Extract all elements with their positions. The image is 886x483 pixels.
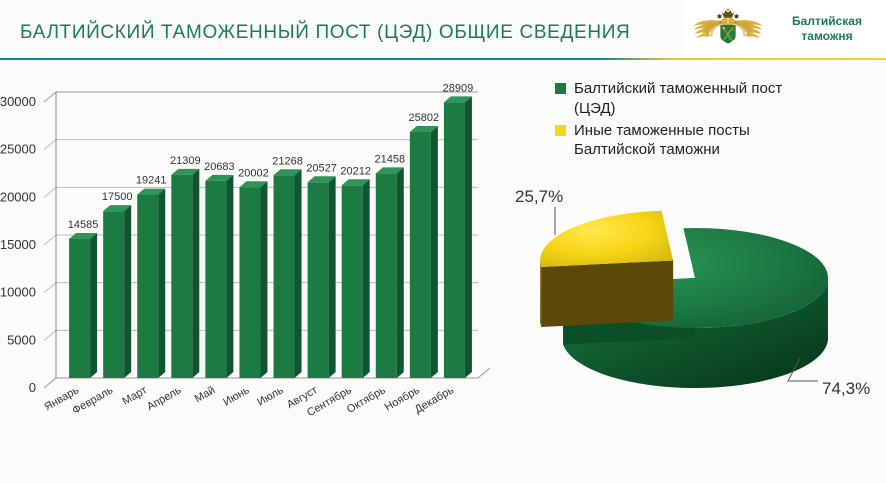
svg-text:25,7%: 25,7%: [515, 187, 563, 206]
svg-text:74,3%: 74,3%: [822, 379, 870, 398]
